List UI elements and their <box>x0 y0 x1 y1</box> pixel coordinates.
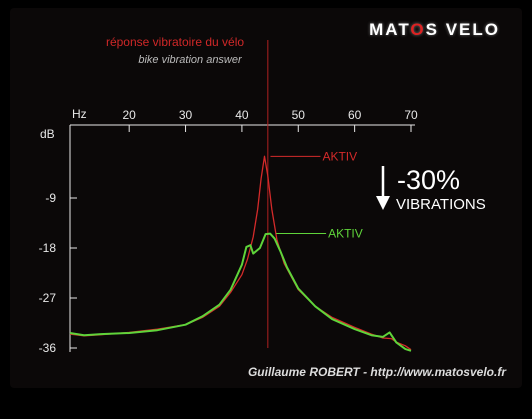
series-line-green <box>69 232 412 352</box>
reduction-value: -30% <box>397 165 460 195</box>
series-labels: AKTIV AKTIV <box>270 149 363 241</box>
x-tick-label: 50 <box>292 108 306 122</box>
x-tick-label: 70 <box>404 108 418 122</box>
x-tick-label: 40 <box>235 108 249 122</box>
axis-ticks: 20 30 40 50 60 70 -9 -18 -27 -36 <box>39 108 418 355</box>
y-tick-label: -36 <box>39 341 57 355</box>
y-tick-label: -18 <box>39 241 57 255</box>
reduction-label: VIBRATIONS <box>396 196 486 213</box>
series-group <box>69 155 412 352</box>
x-tick-label: 30 <box>179 108 193 122</box>
series-label: AKTIV <box>328 227 363 241</box>
chart-subtitle: bike vibration answer <box>138 54 243 66</box>
reduction-arrow-head <box>376 196 390 210</box>
x-axis-label: Hz <box>72 107 87 121</box>
brand-accent-letter: O <box>410 20 426 39</box>
brand-part-2: S VELO <box>425 20 500 39</box>
y-tick-label: -9 <box>45 191 56 205</box>
brand-logo: MATOS VELO <box>369 20 500 40</box>
brand-part-1: MAT <box>369 20 411 39</box>
footer-credit: Guillaume ROBERT - http://www.matosvelo.… <box>247 365 506 379</box>
series-line-red <box>69 155 412 351</box>
chart-frame: 20 30 40 50 60 70 -9 -18 -27 -36 réponse vibratoi… <box>10 8 522 388</box>
x-tick-label: 20 <box>123 108 137 122</box>
y-axis-label: dB <box>40 127 55 141</box>
y-tick-label: -27 <box>39 291 57 305</box>
chart-title: réponse vibratoire du vélo <box>106 35 244 49</box>
series-label: AKTIV <box>322 149 357 163</box>
x-tick-label: 60 <box>348 108 362 122</box>
vibration-chart: 20 30 40 50 60 70 -9 -18 -27 -36 réponse vibratoi… <box>39 35 486 355</box>
